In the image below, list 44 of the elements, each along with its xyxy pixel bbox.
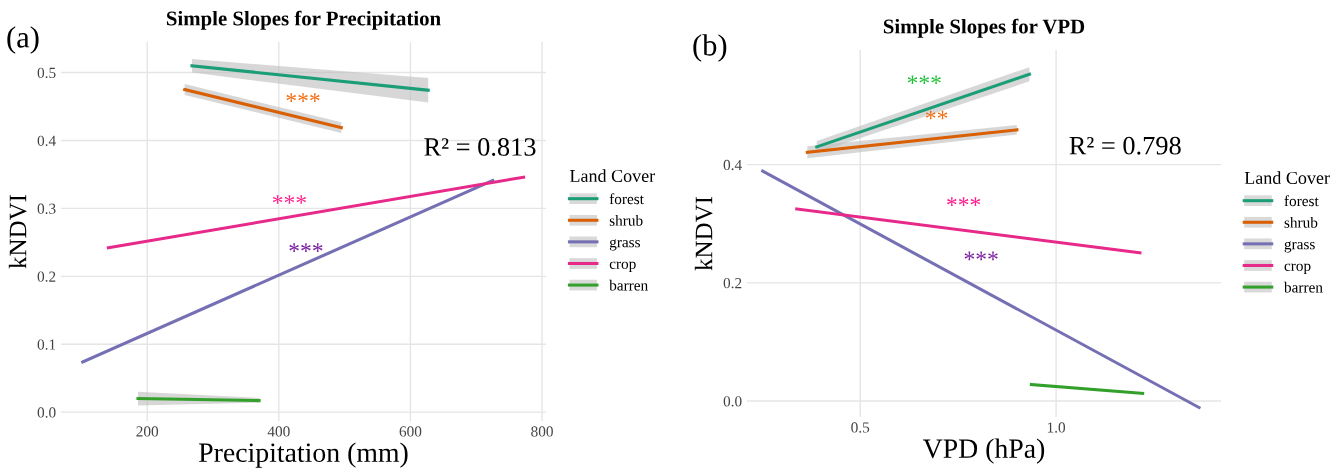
x-tick-label: 200 <box>136 426 159 437</box>
chart-title: Simple Slopes for VPD <box>883 18 1085 38</box>
x-axis-title: VPD (hPa) <box>922 438 1045 464</box>
annotation: ** <box>925 110 948 120</box>
y-tick-label: 0.3 <box>37 203 56 214</box>
y-tick-label: 0.0 <box>37 407 56 418</box>
x-tick-label: 400 <box>267 426 290 437</box>
annotation: R² = 0.813 <box>424 138 536 156</box>
legend-title: Land Cover <box>1244 171 1330 185</box>
text: (b) <box>693 34 727 62</box>
x-tick-label: 0.5 <box>851 422 870 433</box>
annotation: R² = 0.798 <box>1069 136 1181 155</box>
legend-label: shrub <box>1284 217 1318 228</box>
annotation: *** <box>289 243 323 252</box>
legend-label: crop <box>1284 263 1311 275</box>
legend-label: barren <box>1283 281 1323 293</box>
chart-title: Simple Slopes for Precipitation <box>166 10 441 30</box>
y-tick-label: 0.4 <box>37 135 56 146</box>
legend-label: crop <box>609 261 636 273</box>
y-tick-label: 0.2 <box>723 277 742 289</box>
annotation: *** <box>907 75 941 85</box>
y-tick-label: 0.1 <box>37 339 56 350</box>
legend-label: grass <box>1284 241 1315 253</box>
annotation: *** <box>964 251 998 261</box>
y-tick-label: 0.0 <box>723 396 742 407</box>
y-tick-label: 0.4 <box>723 159 742 171</box>
x-tick-label: 1.0 <box>1047 422 1066 433</box>
legend-label: barren <box>609 279 648 291</box>
x-tick-label: 600 <box>399 426 422 437</box>
text: (a) <box>7 26 39 54</box>
legend-label: grass <box>609 239 641 251</box>
x-axis-title: Precipitation (mm) <box>199 442 408 468</box>
y-axis-title: kNDVI <box>694 196 713 271</box>
legend-title: Land Cover <box>569 169 656 183</box>
y-tick-label: 0.5 <box>37 67 56 79</box>
annotation: *** <box>947 197 981 206</box>
legend-label: forest <box>609 193 644 205</box>
y-tick-label: 0.2 <box>37 271 56 282</box>
x-tick-label: 800 <box>531 426 553 437</box>
annotation: *** <box>272 195 307 204</box>
annotation: *** <box>286 93 320 102</box>
legend-label: shrub <box>609 215 643 226</box>
y-axis-title: kNDVI <box>8 194 27 269</box>
legend-label: forest <box>1284 195 1319 207</box>
